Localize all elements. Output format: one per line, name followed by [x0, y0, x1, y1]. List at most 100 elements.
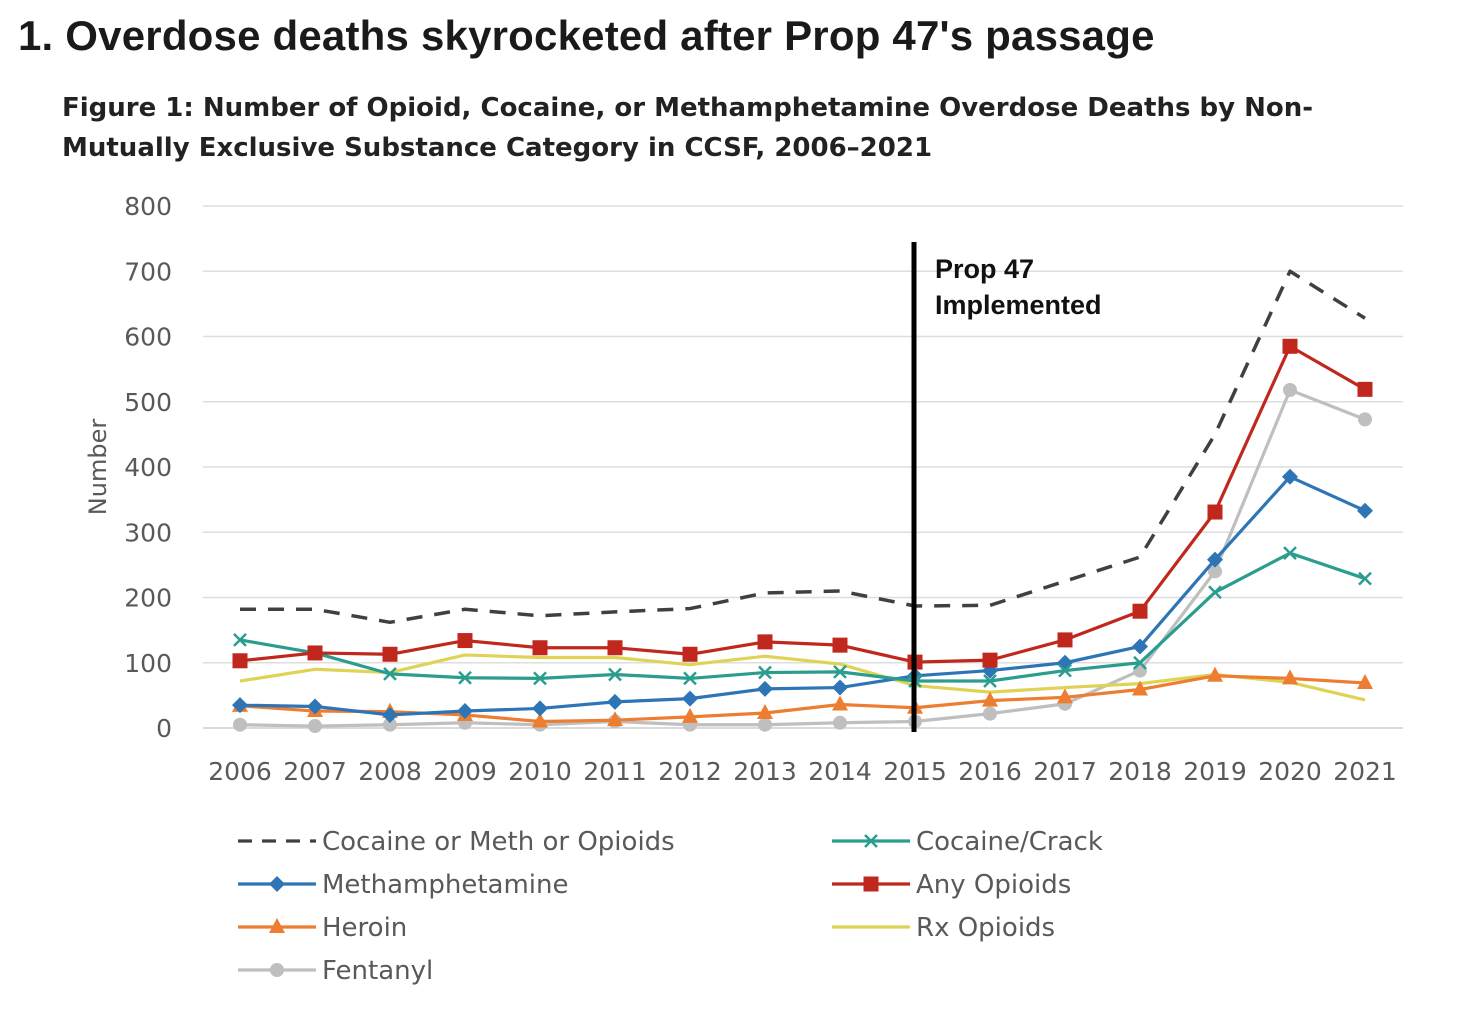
- legend-item-cocaine-crack: Cocaine/Crack: [832, 827, 1103, 857]
- point-cocaine-crack-2010: [533, 671, 547, 686]
- legend-marker-heroin: [269, 918, 285, 933]
- x-tick-label-2017: 2017: [1033, 757, 1097, 786]
- point-any-opioids-2013: [757, 634, 773, 650]
- x-tick-label-2021: 2021: [1333, 757, 1397, 786]
- y-tick-label-0: 0: [156, 714, 172, 743]
- point-cocaine-crack-2014: [833, 665, 847, 679]
- point-cocaine-crack-2018: [1133, 655, 1147, 670]
- point-fentanyl-2013: [758, 717, 772, 732]
- x-tick-label-2010: 2010: [508, 757, 572, 786]
- annotation-line-2: Implemented: [935, 290, 1102, 320]
- point-methamphetamine-2018: [1132, 638, 1148, 655]
- x-tick-label-2013: 2013: [733, 757, 797, 786]
- point-heroin-2016: [982, 691, 998, 707]
- point-heroin-2020: [1282, 669, 1298, 685]
- legend-marker-cocaine-crack: [864, 834, 878, 848]
- y-axis-ticks: 0 100 200 300 400 500 600 700 800: [124, 192, 172, 743]
- x-tick-label-2019: 2019: [1183, 757, 1247, 786]
- point-methamphetamine-2013: [757, 680, 773, 697]
- legend-item-fentanyl: Fentanyl: [238, 956, 433, 986]
- point-methamphetamine-2008: [382, 706, 398, 723]
- y-axis-label: Number: [84, 419, 112, 516]
- point-any-opioids-2021: [1357, 381, 1373, 397]
- point-cocaine-crack-2012: [683, 671, 697, 686]
- x-tick-label-2007: 2007: [283, 757, 347, 786]
- point-any-opioids-2014: [832, 637, 848, 653]
- legend-label-cocaine-crack: Cocaine/Crack: [916, 827, 1103, 857]
- point-methamphetamine-2011: [607, 693, 623, 710]
- x-tick-label-2011: 2011: [583, 757, 647, 786]
- legend: Cocaine or Meth or Opioids Methamphetamin…: [238, 827, 1103, 986]
- point-methamphetamine-2017: [1057, 654, 1073, 671]
- point-fentanyl-2006: [233, 717, 247, 732]
- series-fentanyl: [233, 383, 1372, 734]
- legend-item-any-opioids: Any Opioids: [832, 870, 1071, 900]
- point-heroin-2021: [1357, 673, 1373, 689]
- point-any-opioids-2009: [457, 633, 473, 649]
- x-tick-label-2016: 2016: [958, 757, 1022, 786]
- series-any-opioids: [232, 338, 1373, 670]
- line-rx-opioids: [239, 653, 1366, 702]
- point-cocaine-crack-2009: [458, 670, 472, 685]
- x-tick-label-2020: 2020: [1258, 757, 1322, 786]
- series-cocaine-or-meth-or-opioids: [240, 269, 1366, 625]
- point-methamphetamine-2007: [307, 698, 323, 715]
- y-tick-label-100: 100: [124, 649, 172, 678]
- point-heroin-2017: [1057, 688, 1073, 704]
- gridlines: [203, 205, 1403, 729]
- legend-label-heroin: Heroin: [322, 913, 407, 943]
- point-cocaine-crack-2016: [983, 674, 997, 688]
- y-tick-label-300: 300: [124, 518, 172, 547]
- line-fentanyl: [239, 388, 1366, 728]
- y-tick-label-500: 500: [124, 388, 172, 417]
- point-any-opioids-2012: [682, 646, 698, 662]
- point-cocaine-crack-2006: [233, 633, 247, 647]
- point-methamphetamine-2014: [832, 679, 848, 696]
- point-heroin-2012: [682, 707, 698, 723]
- chart-title: Figure 1: Number of Opioid, Cocaine, or …: [62, 93, 1314, 163]
- point-heroin-2010: [532, 712, 548, 728]
- point-cocaine-crack-2011: [608, 667, 622, 682]
- point-heroin-2011: [607, 711, 623, 727]
- x-tick-label-2015: 2015: [883, 757, 947, 786]
- legend-label-rx-opioids: Rx Opioids: [916, 913, 1055, 943]
- point-cocaine-crack-2020: [1283, 546, 1297, 561]
- point-fentanyl-2008: [383, 717, 397, 732]
- line-cocaine-crack: [239, 551, 1366, 683]
- point-fentanyl-2007: [308, 719, 322, 734]
- line-methamphetamine: [239, 475, 1366, 717]
- legend-label-cocaine-or-meth-or-opioids: Cocaine or Meth or Opioids: [322, 827, 675, 857]
- point-any-opioids-2020: [1282, 338, 1298, 354]
- point-any-opioids-2006: [232, 653, 248, 669]
- point-heroin-2013: [757, 703, 773, 719]
- y-tick-label-600: 600: [124, 323, 172, 352]
- point-heroin-2018: [1132, 680, 1148, 696]
- point-any-opioids-2019: [1207, 504, 1223, 520]
- point-methamphetamine-2009: [457, 703, 473, 720]
- line-cocaine-or-meth-or-opioids: [240, 269, 1366, 625]
- point-fentanyl-2016: [983, 706, 997, 721]
- series-layer: [232, 269, 1373, 734]
- point-any-opioids-2016: [982, 652, 998, 668]
- point-fentanyl-2021: [1358, 412, 1372, 427]
- x-tick-label-2008: 2008: [358, 757, 422, 786]
- legend-item-rx-opioids: Rx Opioids: [832, 913, 1055, 943]
- point-fentanyl-2018: [1133, 663, 1147, 678]
- point-methamphetamine-2021: [1357, 502, 1373, 519]
- legend-item-heroin: Heroin: [238, 913, 407, 943]
- point-methamphetamine-2020: [1282, 468, 1298, 485]
- point-methamphetamine-2010: [532, 700, 548, 717]
- x-axis-ticks: 2006 2007 2008 2009 2010 2011 2012 2013 2014 2015…: [208, 757, 1397, 786]
- legend-item-methamphetamine: Methamphetamine: [238, 870, 569, 900]
- point-cocaine-crack-2021: [1358, 571, 1372, 586]
- x-tick-label-2014: 2014: [808, 757, 872, 786]
- y-tick-label-800: 800: [124, 192, 172, 221]
- y-tick-label-400: 400: [124, 453, 172, 482]
- series-methamphetamine: [232, 468, 1373, 723]
- y-tick-label-200: 200: [124, 584, 172, 613]
- annotation-line-1: Prop 47: [935, 254, 1034, 284]
- point-any-opioids-2007: [307, 645, 323, 661]
- legend-marker-any-opioids: [863, 876, 879, 892]
- x-tick-label-2012: 2012: [658, 757, 722, 786]
